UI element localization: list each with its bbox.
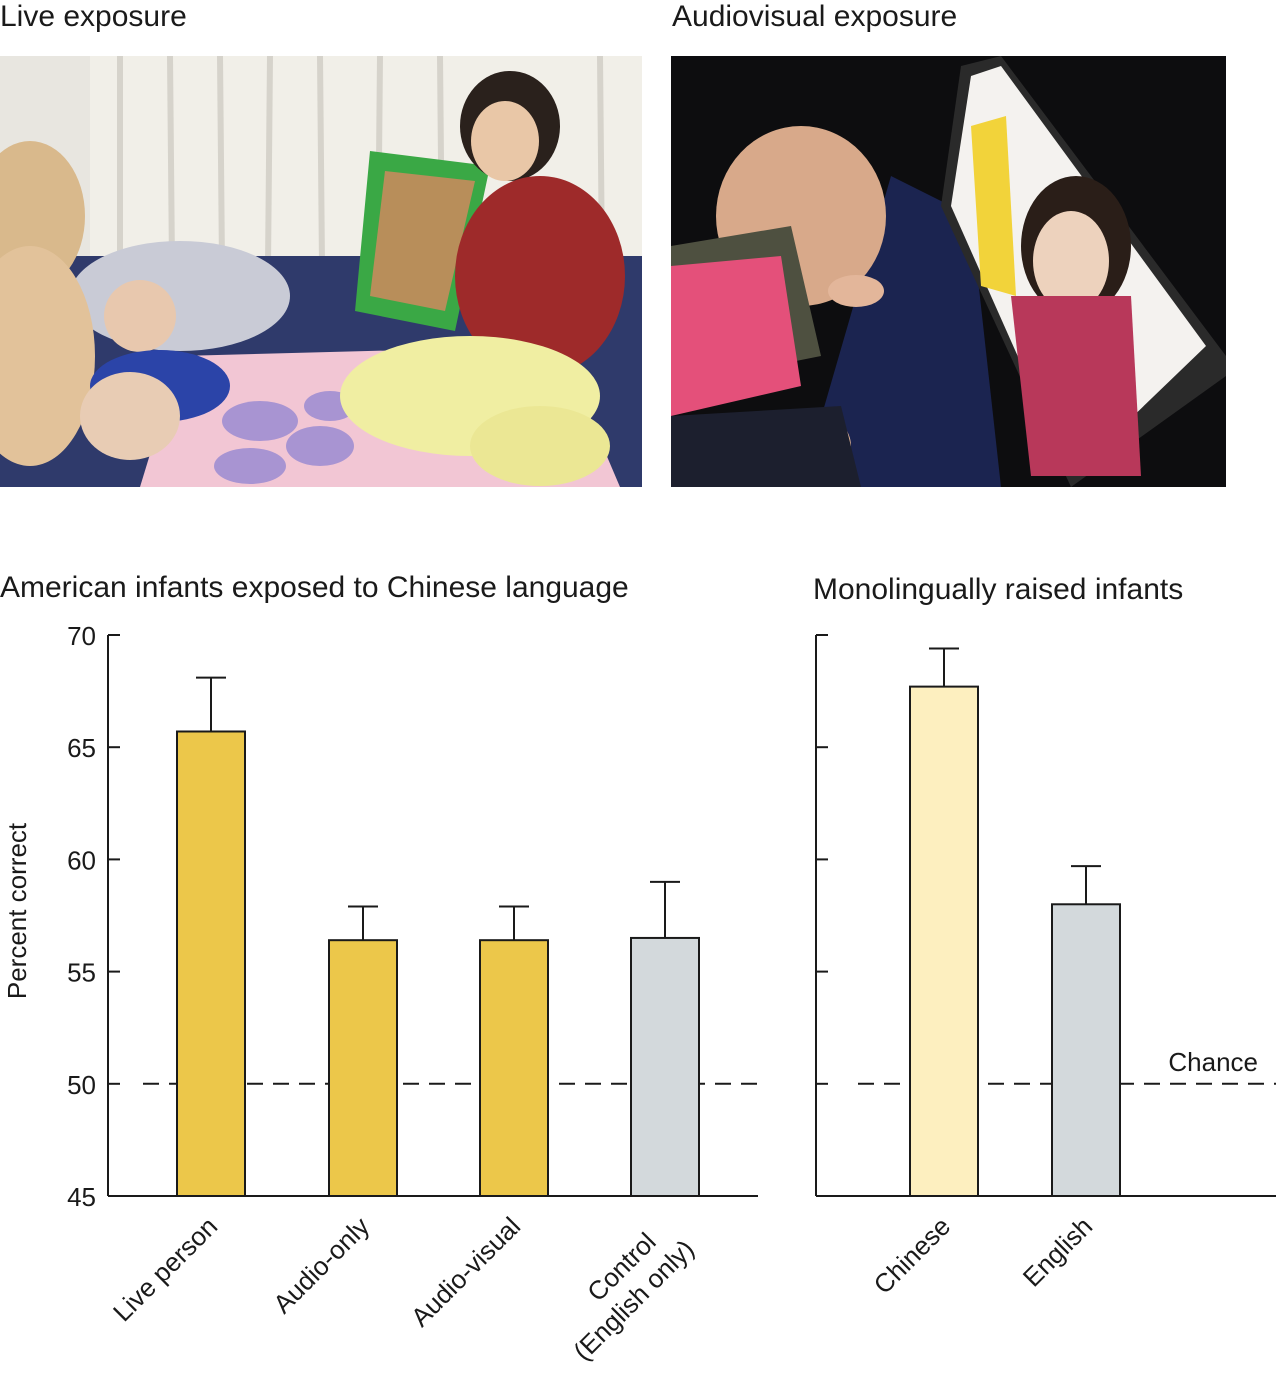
chart1-bar [630,936,700,1197]
live-exposure-title: Live exposure [0,0,187,33]
chart1-bar [328,939,398,1198]
chart2-category-label: English [1017,1211,1099,1293]
live-exposure-photo [0,56,642,487]
chart1-y-tick-label: 70 [67,621,96,651]
chart1-category-label: Audio-visual [405,1211,526,1332]
chart1-category-label: Live person [107,1211,223,1327]
chart1-y-axis-label: Percent correct [2,822,32,999]
chart2-bar [1051,903,1121,1198]
chart1-category-label: Audio-only [267,1211,375,1319]
chart2-category-label: Chinese [868,1211,957,1300]
chart1-y-tick-label: 50 [67,1070,96,1100]
chance-label: Chance [1168,1047,1258,1077]
chart1-y-tick-label: 65 [67,733,96,763]
chart1-bar [479,939,549,1198]
chart1-y-tick-label: 45 [67,1182,96,1212]
chart1-y-tick-label: 60 [67,845,96,875]
chart1-bar [176,730,246,1197]
chart1-title: American infants exposed to Chinese lang… [0,571,629,604]
chart1-y-tick-label: 55 [67,958,96,988]
chart2-bar [909,685,979,1197]
chart2-title: Monolingually raised infants [813,573,1183,606]
audiovisual-exposure-photo [671,56,1226,487]
chart1-category-label: Control(English only) [545,1211,700,1366]
audiovisual-exposure-title: Audiovisual exposure [672,0,958,33]
